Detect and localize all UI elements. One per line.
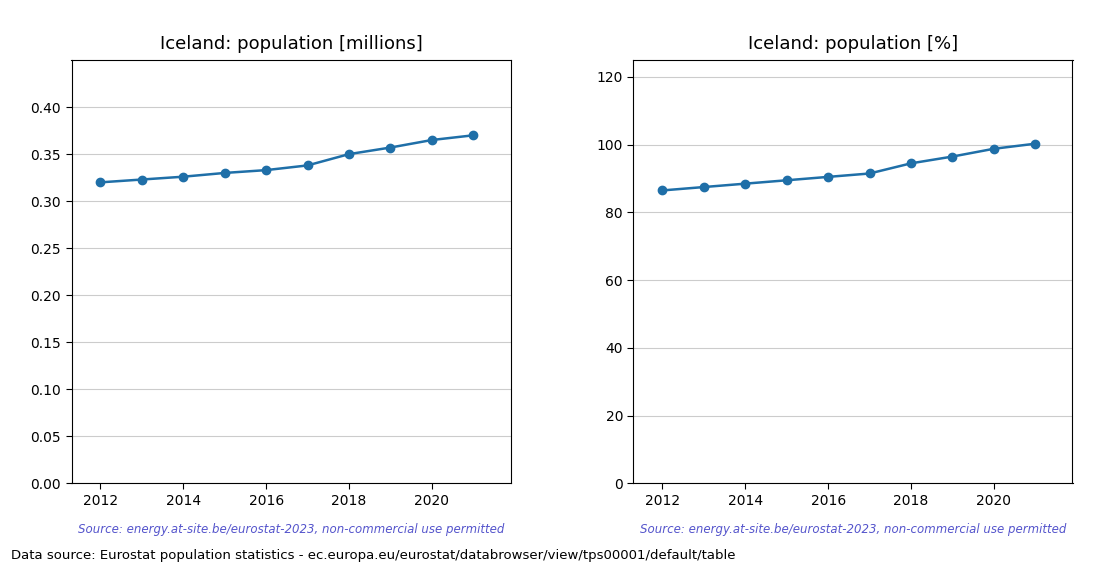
Text: Data source: Eurostat population statistics - ec.europa.eu/eurostat/databrowser/: Data source: Eurostat population statist…: [11, 549, 736, 562]
Text: Source: energy.at-site.be/eurostat-2023, non-commercial use permitted: Source: energy.at-site.be/eurostat-2023,…: [640, 523, 1066, 537]
Title: Iceland: population [%]: Iceland: population [%]: [748, 35, 958, 53]
Text: Source: energy.at-site.be/eurostat-2023, non-commercial use permitted: Source: energy.at-site.be/eurostat-2023,…: [78, 523, 504, 537]
Title: Iceland: population [millions]: Iceland: population [millions]: [160, 35, 422, 53]
